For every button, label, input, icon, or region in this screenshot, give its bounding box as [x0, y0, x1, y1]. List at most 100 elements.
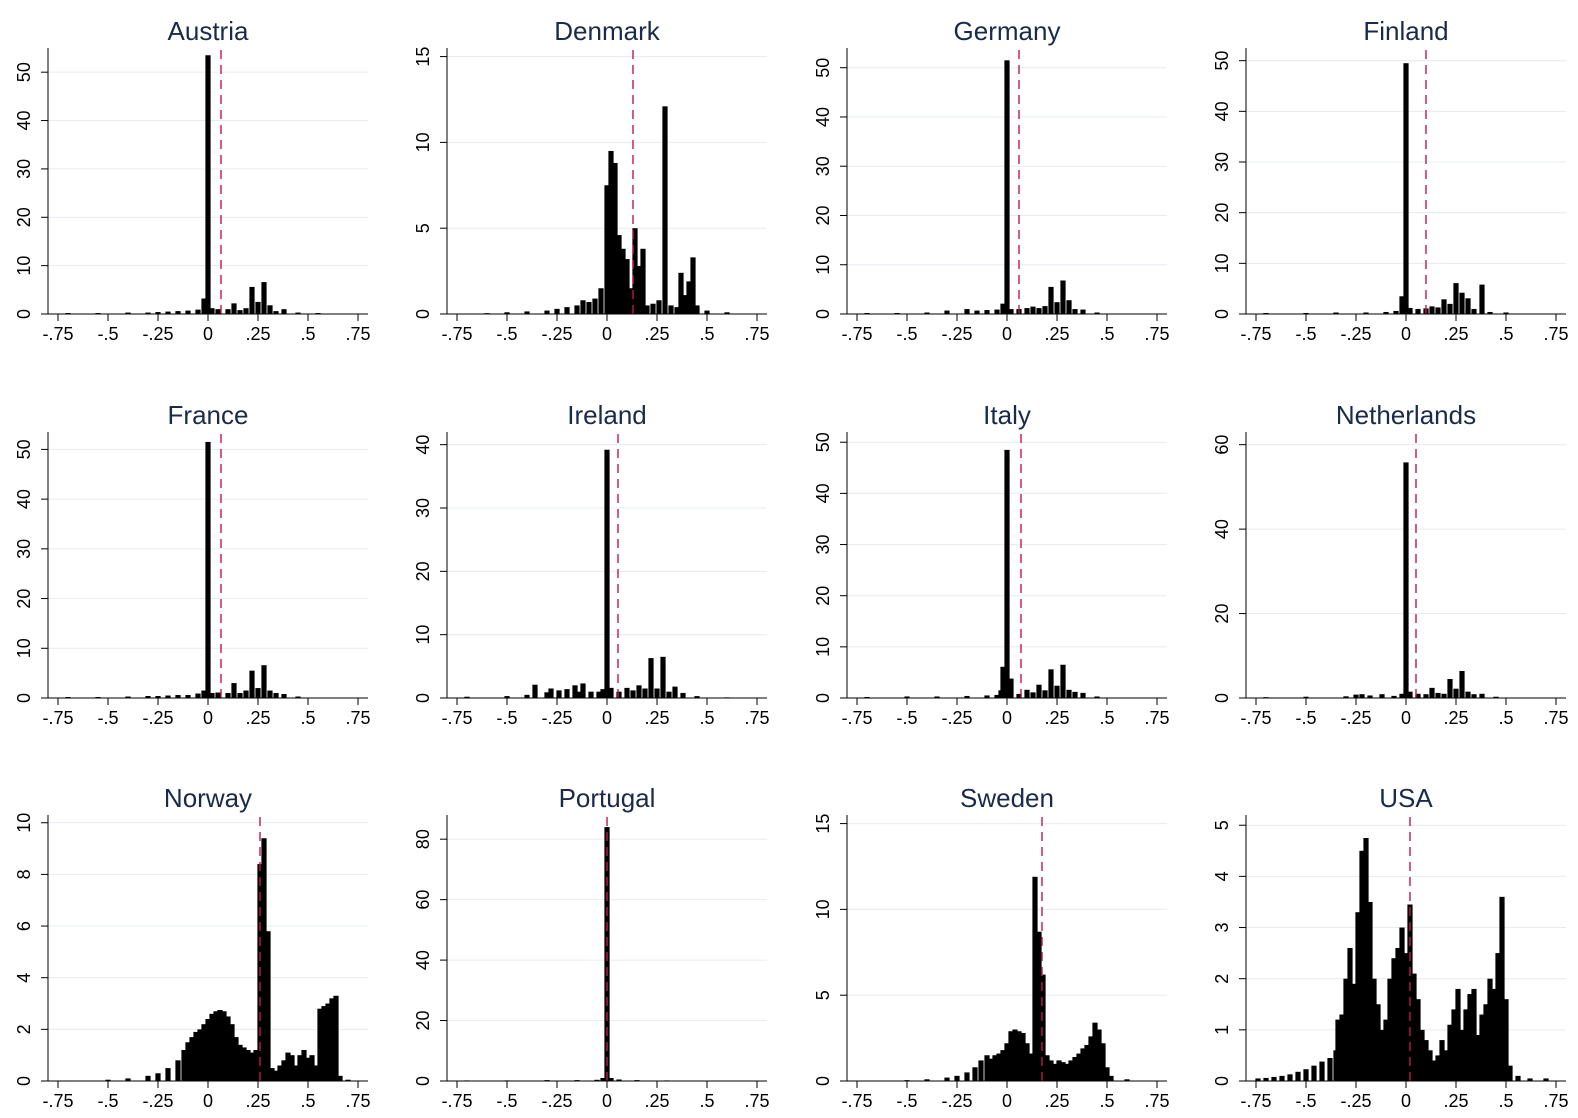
histogram-bar — [289, 1055, 295, 1081]
x-tick-label: -.75 — [441, 708, 472, 728]
histogram-bar — [636, 265, 642, 314]
histogram-bar — [1463, 1009, 1469, 1081]
histogram-bar — [630, 690, 636, 698]
x-tick-label: 0 — [602, 708, 612, 728]
y-tick-label: 0 — [14, 309, 34, 319]
histogram-bar — [1004, 1043, 1010, 1081]
histogram-bar — [1399, 693, 1405, 698]
y-tick-label: 0 — [413, 1076, 433, 1086]
histogram-bar — [1012, 1029, 1018, 1081]
x-tick-label: .5 — [1498, 708, 1513, 728]
histogram-bar — [1303, 696, 1309, 698]
histogram-bar — [1495, 953, 1501, 1081]
panel-title: Denmark — [554, 16, 660, 46]
histogram-bar — [556, 690, 562, 698]
x-tick-label: 0 — [1401, 324, 1411, 344]
x-tick-label: -.25 — [1340, 708, 1371, 728]
y-tick-label: 0 — [14, 1076, 34, 1086]
histogram-bar — [1423, 694, 1429, 698]
histogram-bar — [125, 312, 131, 314]
histogram-bar — [1042, 306, 1048, 314]
y-tick-label: 6 — [14, 921, 34, 931]
histogram-bar — [984, 310, 990, 314]
histogram-bar — [261, 838, 267, 1081]
histogram-bar — [586, 301, 592, 314]
x-tick-label: -.75 — [42, 324, 73, 344]
histogram-bar — [145, 1075, 151, 1081]
histogram-bar — [1054, 685, 1060, 698]
histogram-bar — [592, 298, 598, 314]
histogram-bar — [1287, 1074, 1293, 1081]
histogram-bar — [1471, 988, 1477, 1081]
panel-france: France 0 10 20 30 40 50 -.75 -.5 -.25 0 .25 .5 .75 — [14, 400, 371, 728]
x-tick-label: .25 — [245, 708, 270, 728]
x-tick-label: -.25 — [541, 708, 572, 728]
x-tick-label: -.75 — [841, 324, 872, 344]
histogram-bar — [1016, 1031, 1022, 1081]
x-tick-label: -.25 — [941, 1091, 972, 1111]
x-tick-label: -.5 — [896, 1091, 917, 1111]
histogram-bar — [1415, 308, 1421, 314]
histogram-bar — [105, 1079, 111, 1081]
histogram-bar — [175, 1060, 181, 1081]
histogram-bar — [988, 1058, 994, 1081]
histogram-bar — [694, 696, 700, 698]
histogram-bar — [1459, 292, 1465, 314]
panel-usa: USA 0 1 2 3 4 5 -.75 -.5 -.25 0 .25 .5 .75 — [1212, 783, 1569, 1111]
histogram-bar — [924, 312, 930, 314]
histogram-bar — [616, 1079, 622, 1081]
histogram-bar — [694, 305, 700, 314]
histogram-bar — [1080, 1048, 1086, 1081]
panel-norway: Norway 0 2 4 6 8 10 -.75 -.5 -.25 0 .25 .5 .75 — [14, 783, 371, 1111]
histogram-bar — [255, 688, 261, 698]
histogram-bar — [1435, 692, 1441, 698]
histogram-bar — [904, 696, 910, 698]
histogram-bar — [984, 695, 990, 698]
histogram-bar — [1439, 1040, 1445, 1081]
x-tick-label: .5 — [300, 1091, 315, 1111]
x-tick-label: .75 — [345, 324, 370, 344]
histogram-bar — [1295, 1071, 1301, 1081]
x-tick-label: .5 — [1099, 1091, 1114, 1111]
x-tick-label: -.5 — [896, 324, 917, 344]
x-tick-label: .75 — [744, 708, 769, 728]
histogram-bar — [241, 1047, 247, 1081]
histogram-bar — [616, 235, 622, 314]
histogram-bar — [1072, 1056, 1078, 1081]
histogram-bar — [1072, 691, 1078, 698]
histogram-bar — [1435, 307, 1441, 314]
histogram-bar — [237, 693, 243, 698]
x-tick-label: -.5 — [97, 324, 118, 344]
histogram-bar — [1000, 1050, 1006, 1081]
histogram-bar — [1451, 1009, 1457, 1081]
histogram-bar — [1479, 284, 1485, 314]
histogram-bar — [255, 301, 261, 314]
y-tick-label: 30 — [813, 535, 833, 555]
x-tick-label: .75 — [744, 324, 769, 344]
x-tick-label: -.25 — [1340, 1091, 1371, 1111]
histogram-bar — [1447, 679, 1453, 698]
x-tick-label: .75 — [1543, 324, 1568, 344]
x-tick-label: 0 — [602, 324, 612, 344]
histogram-bar — [1094, 312, 1100, 314]
y-tick-label: 20 — [1212, 604, 1232, 624]
histogram-bar — [1088, 1036, 1094, 1081]
histogram-bar — [1379, 694, 1385, 698]
y-tick-label: 60 — [413, 890, 433, 910]
histogram-bar — [1028, 1053, 1034, 1081]
histogram-bar — [564, 689, 570, 698]
x-tick-label: -.25 — [142, 324, 173, 344]
histogram-bar — [1359, 850, 1365, 1081]
histogram-bar — [600, 689, 606, 698]
x-tick-label: .25 — [644, 324, 669, 344]
histogram-bar — [1068, 1060, 1074, 1081]
histogram-bar — [544, 310, 550, 314]
histogram-bar — [281, 694, 287, 698]
histogram-bar — [237, 310, 243, 314]
histogram-bar — [1423, 1040, 1429, 1081]
y-tick-label: 0 — [813, 1076, 833, 1086]
y-tick-label: 2 — [1212, 974, 1232, 984]
histogram-bar — [245, 1050, 251, 1081]
histogram-bar — [572, 685, 578, 698]
histogram-bar — [1427, 1050, 1433, 1081]
